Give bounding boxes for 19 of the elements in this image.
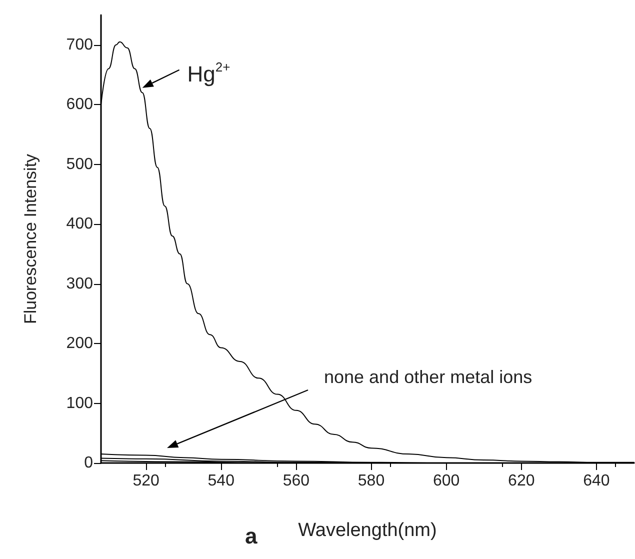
x-tick-label: 520 bbox=[132, 472, 160, 490]
x-tick-label: 640 bbox=[583, 472, 610, 490]
x-axis-title: Wavelength(nm) bbox=[298, 520, 437, 541]
annotation: none and other metal ions bbox=[324, 367, 532, 387]
y-tick-label: 0 bbox=[84, 454, 94, 472]
x-tick-label: 540 bbox=[208, 472, 235, 490]
y-tick-label: 700 bbox=[66, 36, 94, 54]
y-tick-label: 100 bbox=[66, 394, 94, 412]
x-tick-label: 580 bbox=[358, 472, 385, 490]
text: a bbox=[245, 524, 258, 548]
y-tick-label: 500 bbox=[66, 156, 94, 173]
y-tick-label: 400 bbox=[66, 216, 94, 233]
y-tick-label: 300 bbox=[66, 275, 94, 292]
y-tick-label: 600 bbox=[66, 96, 94, 114]
y-tick-label: 200 bbox=[66, 335, 94, 352]
y-axis-title: Fluorescence Intensity bbox=[21, 153, 40, 324]
x-tick-label: 620 bbox=[508, 472, 535, 490]
x-tick-label: 560 bbox=[282, 472, 310, 490]
x-tick-label: 600 bbox=[432, 472, 460, 490]
